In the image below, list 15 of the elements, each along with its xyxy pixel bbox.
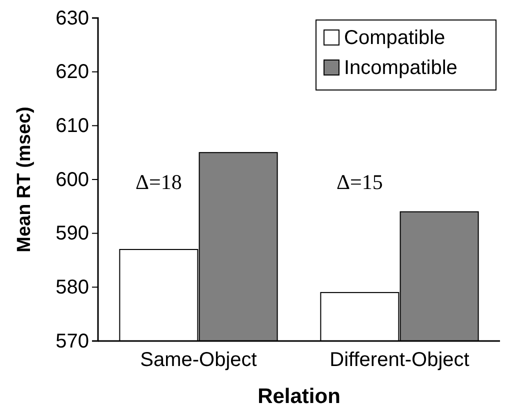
- legend-label: Compatible: [344, 27, 446, 49]
- x-tick-label: Different-Object: [330, 349, 470, 371]
- y-tick-label: 580: [56, 276, 89, 299]
- x-axis-title: Relation: [258, 385, 340, 408]
- annotation: Δ=18: [136, 170, 182, 194]
- y-tick-label: 590: [56, 222, 89, 245]
- x-tick-label: Same-Object: [140, 349, 258, 371]
- y-tick-label: 620: [56, 61, 89, 84]
- y-tick-label: 630: [56, 7, 89, 30]
- y-tick-label: 600: [56, 168, 89, 191]
- y-tick-label: 570: [56, 330, 89, 352]
- y-tick-label: 610: [56, 115, 89, 138]
- annotation: Δ=15: [336, 170, 383, 194]
- y-axis-title: Mean RT (msec): [14, 106, 35, 252]
- legend-label: Incompatible: [344, 57, 458, 79]
